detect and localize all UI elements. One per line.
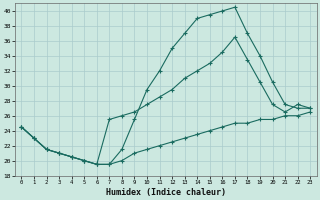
- X-axis label: Humidex (Indice chaleur): Humidex (Indice chaleur): [106, 188, 226, 197]
